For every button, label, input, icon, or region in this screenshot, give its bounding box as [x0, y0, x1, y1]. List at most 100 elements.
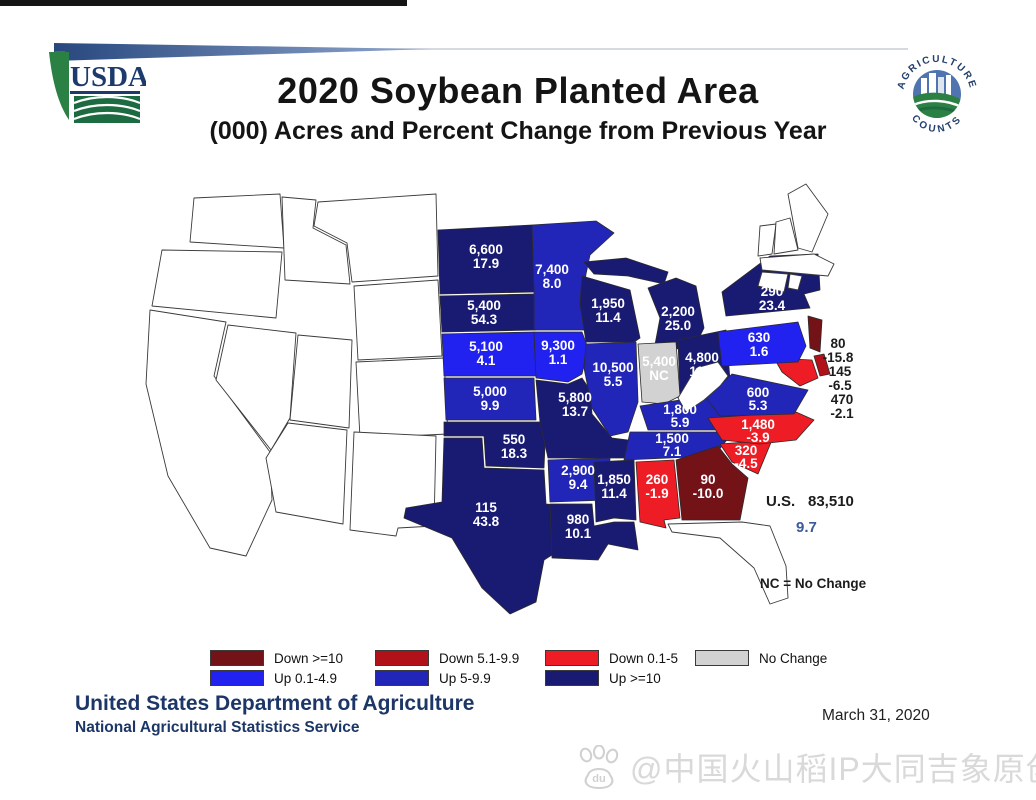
legend-item-down5: Down 5.1-9.9 — [375, 650, 519, 666]
label-IL-pct: 5.5 — [604, 374, 623, 389]
label-IA-value: 9,300 — [541, 338, 575, 353]
usda-logo: USDA — [49, 52, 146, 123]
legend: Down >=10 Up 0.1-4.9 Down 5.1-9.9 Up 5-9… — [0, 650, 1036, 698]
state-IN — [637, 341, 681, 405]
state-OR — [151, 249, 283, 319]
us-total-value: 83,510 — [808, 493, 854, 510]
state-MA — [759, 253, 835, 277]
legend-swatch-down5 — [375, 650, 429, 666]
label-KS-value: 5,000 — [473, 384, 507, 399]
legend-col-2: Down 5.1-9.9 Up 5-9.9 — [375, 650, 519, 690]
legend-item-up10: Up >=10 — [545, 670, 678, 686]
state-VA — [705, 373, 809, 417]
legend-label-up5: Up 5-9.9 — [439, 670, 491, 686]
label-SD-pct: 54.3 — [471, 312, 498, 327]
label-KY-pct: 5.9 — [671, 415, 690, 430]
usda-wave-1 — [73, 95, 141, 105]
label-NY-value: 290 — [761, 284, 784, 299]
label-AL-pct: -1.9 — [645, 486, 668, 501]
label-VA-value: 600 — [747, 385, 770, 400]
legend-col-3: Down 0.1-5 Up >=10 — [545, 650, 678, 690]
header-swoosh — [54, 43, 908, 65]
state-MT — [313, 193, 439, 283]
label-PA-pct: 1.6 — [750, 344, 769, 359]
label-KY-value: 1,800 — [663, 402, 697, 417]
label-PA-value: 630 — [748, 330, 771, 345]
usda-wordmark: USDA — [70, 61, 146, 93]
label-ND-value: 6,600 — [469, 242, 503, 257]
us-total-pct: 9.7 — [796, 519, 817, 536]
state-NC — [707, 411, 815, 445]
label-NC-pct: -3.9 — [746, 430, 769, 445]
state-WY — [353, 279, 443, 361]
state-ME — [787, 183, 829, 253]
us-map: 6,600 17.9 5,400 54.3 5,100 4.1 5,000 9.… — [145, 183, 867, 615]
label-IN-pct: NC — [649, 368, 669, 383]
nc-note: NC = No Change — [760, 576, 867, 591]
page-title: 2020 Soybean Planted Area — [277, 70, 759, 111]
legend-swatch-down10 — [210, 650, 264, 666]
swoosh-band — [54, 43, 432, 61]
state-CO — [355, 357, 449, 439]
label-OK-pct: 18.3 — [501, 446, 528, 461]
agriculture-counts-logo: AGRICULTURE COUNTS — [896, 54, 977, 135]
label-MS-pct: 11.4 — [601, 486, 627, 501]
label-MI-value: 2,200 — [661, 304, 695, 319]
top-edge-bar — [0, 0, 407, 6]
label-TX-pct: 43.8 — [473, 514, 500, 529]
state-MS — [593, 459, 637, 523]
legend-swatch-up0 — [210, 670, 264, 686]
label-NJ-pct: -15.8 — [823, 350, 854, 365]
label-NY-pct: 23.4 — [759, 298, 786, 313]
legend-swatch-down0 — [545, 650, 599, 666]
usda-wave-3 — [73, 111, 141, 121]
state-WA — [189, 193, 285, 249]
label-VA-pct: 5.3 — [749, 398, 768, 413]
state-DE — [813, 353, 831, 377]
state-FL — [667, 521, 789, 605]
label-SC-pct: -4.5 — [734, 456, 758, 471]
label-MN-value: 7,400 — [535, 262, 569, 277]
label-MD-pct: -2.1 — [830, 406, 854, 421]
label-MO-pct: 13.7 — [562, 404, 588, 419]
label-AR-value: 2,900 — [561, 463, 595, 478]
footer-date: March 31, 2020 — [822, 707, 930, 724]
usda-flag-icon — [49, 52, 69, 120]
state-ID — [281, 196, 351, 285]
page-subtitle: (000) Acres and Percent Change from Prev… — [209, 117, 827, 145]
label-MI-pct: 25.0 — [665, 318, 691, 333]
label-SC-value: 320 — [735, 443, 758, 458]
legend-label-down0: Down 0.1-5 — [609, 650, 679, 666]
footer-service: National Agricultural Statistics Service — [75, 719, 360, 736]
usda-underline — [70, 91, 140, 94]
state-RI — [787, 273, 803, 291]
state-UT — [289, 334, 353, 429]
legend-item-nochange: No Change — [695, 650, 827, 666]
label-DE-value: 145 — [829, 364, 852, 379]
label-LA-pct: 10.1 — [565, 526, 592, 541]
state-GA — [675, 445, 749, 521]
label-GA-value: 90 — [700, 472, 715, 487]
label-OK-value: 550 — [503, 432, 526, 447]
label-IL-value: 10,500 — [592, 360, 633, 375]
paw-icon: du — [579, 745, 619, 789]
label-MO-value: 5,800 — [558, 390, 592, 405]
us-total-label: U.S. — [766, 493, 795, 510]
label-MD-value: 470 — [831, 392, 854, 407]
label-ND-pct: 17.9 — [473, 256, 499, 271]
state-VT — [757, 223, 777, 257]
label-NE-value: 5,100 — [469, 339, 503, 354]
paw-badge-text: du — [592, 773, 605, 785]
label-WI-value: 1,950 — [591, 296, 625, 311]
legend-swatch-up5 — [375, 670, 429, 686]
legend-label-down5: Down 5.1-9.9 — [439, 650, 520, 666]
label-TX-value: 115 — [475, 500, 497, 515]
legend-swatch-nochange — [695, 650, 749, 666]
state-CT — [757, 271, 789, 293]
label-IN-value: 5,400 — [642, 354, 676, 369]
state-MD — [773, 357, 819, 387]
state-NV — [215, 324, 297, 451]
legend-item-up0: Up 0.1-4.9 — [210, 670, 343, 686]
label-OH-pct: 11.6 — [689, 364, 715, 379]
label-IA-pct: 1.1 — [549, 352, 568, 367]
